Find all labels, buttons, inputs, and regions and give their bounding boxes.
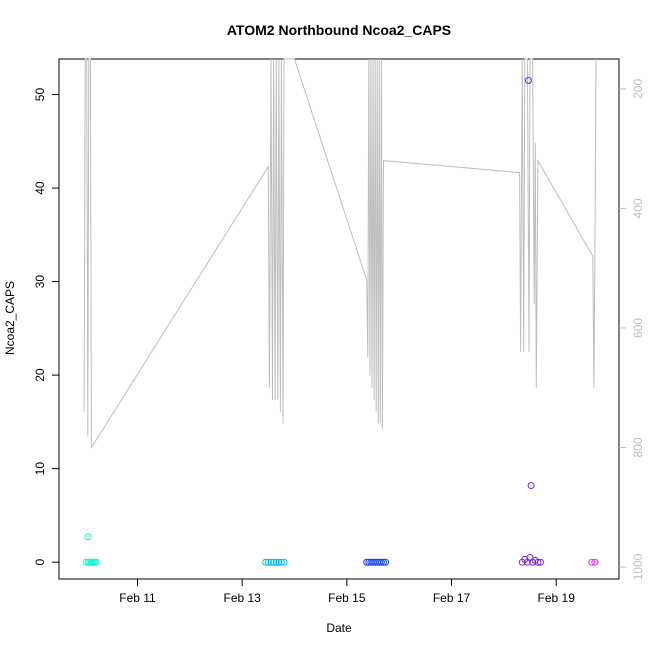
data-point <box>84 533 92 541</box>
y-tick-label: 50 <box>33 88 47 102</box>
data-point <box>380 558 387 566</box>
x-tick-label: Feb 15 <box>328 591 366 605</box>
y2-tick-label: 200 <box>631 79 645 99</box>
data-point <box>264 558 272 566</box>
y-tick-label: 30 <box>33 275 47 289</box>
y2-tick-label: 800 <box>631 437 645 457</box>
x-tick-label: Feb 17 <box>433 591 471 605</box>
x-tick-label: Feb 11 <box>119 591 156 605</box>
y-tick-label: 40 <box>33 181 47 195</box>
data-point <box>82 558 90 566</box>
data-point <box>92 558 100 566</box>
data-point <box>534 558 542 566</box>
data-point <box>267 558 275 566</box>
data-points <box>82 77 599 566</box>
x-axis: Feb 11 Feb 13 Feb 15 Feb 17 Feb 19 <box>119 579 575 605</box>
y2-axis: 200 400 600 800 1000 <box>619 79 645 580</box>
data-point <box>591 558 599 566</box>
x-tick-label: Feb 13 <box>223 591 261 605</box>
data-point <box>272 558 280 566</box>
x-tick-label: Feb 19 <box>538 591 576 605</box>
y-axis: 0 10 20 30 40 50 <box>33 88 59 566</box>
chart-title: ATOM2 Northbound Ncoa2_CAPS <box>227 22 451 38</box>
data-point <box>525 77 532 84</box>
data-point <box>527 482 535 489</box>
data-point <box>270 558 278 566</box>
y2-tick-label: 1000 <box>631 553 645 580</box>
secondary-line-path <box>83 58 597 450</box>
data-point <box>588 558 596 566</box>
data-point <box>377 558 385 566</box>
plot-border <box>58 58 620 580</box>
data-point <box>280 558 288 566</box>
y-tick-label: 10 <box>33 462 47 476</box>
y2-tick-label: 600 <box>631 318 645 338</box>
y-tick-label: 20 <box>33 368 47 382</box>
data-point <box>262 558 270 566</box>
x-axis-label: Date <box>326 621 352 635</box>
y-tick-label: 0 <box>33 559 47 566</box>
plot-frame <box>58 58 620 580</box>
data-point <box>382 558 390 566</box>
secondary-line <box>83 58 597 450</box>
data-point <box>275 558 283 566</box>
y-axis-label: Ncoa2_CAPS <box>3 281 17 355</box>
y2-tick-label: 400 <box>631 198 645 218</box>
data-point <box>277 558 285 566</box>
data-point <box>537 558 544 566</box>
